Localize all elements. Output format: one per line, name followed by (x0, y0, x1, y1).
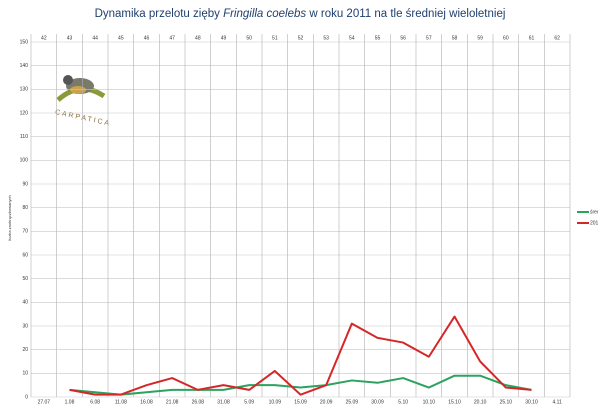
x-tick-label: 16.08 (140, 399, 153, 405)
top-tick-label: 55 (375, 35, 381, 41)
top-tick-label: 45 (118, 35, 124, 41)
top-tick-label: 51 (272, 35, 278, 41)
x-tick-label: 4.11 (552, 399, 562, 405)
logo-bird-head (63, 75, 73, 85)
y-tick-label: 90 (22, 181, 28, 187)
top-tick-label: 56 (400, 35, 406, 41)
x-tick-label: 10.09 (269, 399, 282, 405)
x-tick-label: 5.10 (398, 399, 408, 405)
series-line (69, 374, 532, 396)
chart-title: Dynamika przelotu zięby Fringilla coeleb… (95, 8, 506, 20)
x-tick-label: 26.08 (192, 399, 205, 405)
x-tick-label: 15.09 (294, 399, 307, 405)
x-tick-label: 11.08 (115, 399, 127, 405)
x-tick-label: 31.08 (217, 399, 230, 405)
top-tick-label: 44 (92, 35, 98, 41)
title-part: Fringilla coelebs (223, 8, 306, 20)
y-tick-label: 100 (20, 158, 29, 164)
top-tick-label: 57 (426, 35, 432, 41)
x-tick-label: 30.10 (525, 399, 538, 405)
top-tick-label: 50 (246, 35, 252, 41)
legend-label: średnia (590, 209, 598, 215)
x-tick-label: 30.09 (371, 399, 384, 405)
x-tick-label: 25.10 (500, 399, 513, 405)
logo: CARPATICA (46, 58, 120, 132)
top-tick-label: 61 (529, 35, 535, 41)
y-tick-label: 20 (22, 347, 28, 353)
x-tick-label: 15.10 (448, 399, 461, 405)
top-tick-label: 62 (554, 35, 560, 41)
x-tick-label: 20.10 (474, 399, 487, 405)
logo-box (46, 58, 120, 132)
top-tick-label: 49 (221, 35, 227, 41)
y-tick-label: 40 (22, 300, 28, 306)
y-tick-label: 120 (20, 110, 29, 116)
top-tick-label: 47 (169, 35, 175, 41)
x-tick-label: 27.07 (38, 399, 51, 405)
y-tick-label: 0 (25, 394, 28, 400)
legend-label: 2011 (590, 220, 598, 226)
top-tick-label: 53 (323, 35, 329, 41)
title-part: w roku 2011 na tle średniej wieloletniej (306, 8, 505, 20)
y-tick-label: 130 (20, 87, 29, 93)
y-tick-label: 70 (22, 229, 28, 235)
top-tick-label: 59 (477, 35, 483, 41)
x-tick-label: 20.09 (320, 399, 333, 405)
y-tick-label: 60 (22, 252, 28, 258)
y-tick-label: 80 (22, 205, 28, 211)
x-tick-label: 21.08 (166, 399, 179, 405)
x-tick-label: 10.10 (423, 399, 436, 405)
top-tick-label: 52 (298, 35, 304, 41)
top-tick-label: 42 (41, 35, 47, 41)
y-tick-label: 140 (20, 63, 29, 69)
top-tick-label: 60 (503, 35, 509, 41)
y-tick-label: 150 (20, 39, 29, 45)
x-tick-label: 25.09 (346, 399, 359, 405)
top-tick-label: 54 (349, 35, 355, 41)
top-tick-label: 46 (144, 35, 150, 41)
y-axis-label: liczba zaobrączkowanych (7, 195, 12, 240)
x-tick-label: 6.08 (90, 399, 100, 405)
top-tick-label: 43 (67, 35, 73, 41)
title-part: Dynamika przelotu zięby (95, 8, 223, 20)
y-tick-label: 30 (22, 323, 28, 329)
y-tick-label: 110 (20, 134, 28, 140)
x-tick-label: 1.08 (65, 399, 75, 405)
y-tick-label: 10 (22, 371, 28, 377)
series-line (69, 315, 532, 396)
logo-bird-breast (70, 86, 86, 94)
y-tick-label: 50 (22, 276, 28, 282)
top-tick-label: 48 (195, 35, 201, 41)
x-tick-label: 5.09 (244, 399, 254, 405)
top-tick-label: 58 (452, 35, 458, 41)
